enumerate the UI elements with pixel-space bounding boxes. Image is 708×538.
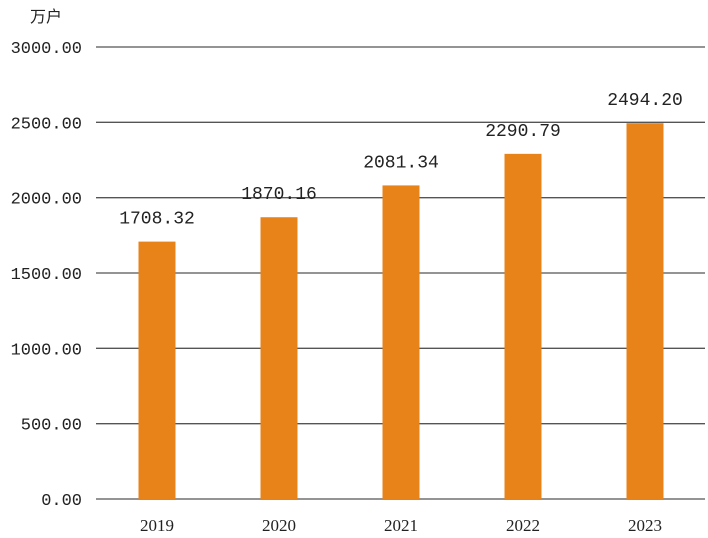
x-axis-category-labels: 2019 2020 2021 2022 2023 — [140, 516, 662, 535]
y-tick-label: 2000.00 — [11, 191, 82, 210]
y-axis-tick-labels: 0.00 500.00 1000.00 1500.00 2000.00 2500.00 30… — [11, 40, 82, 511]
y-tick-label: 500.00 — [21, 417, 82, 436]
y-tick-label: 3000.00 — [11, 40, 82, 59]
data-label-2022: 2290.79 — [485, 122, 561, 142]
data-label-2023: 2494.20 — [607, 91, 683, 111]
bar-2022 — [504, 153, 542, 499]
data-label-2020: 1870.16 — [241, 185, 317, 205]
bars — [138, 123, 664, 500]
y-axis-unit-label: 万户 — [30, 7, 62, 26]
y-tick-label: 1000.00 — [11, 341, 82, 360]
bar-2023 — [626, 123, 664, 499]
data-label-2019: 1708.32 — [119, 210, 195, 230]
x-category-label-2019: 2019 — [140, 516, 174, 535]
y-tick-label: 1500.00 — [11, 266, 82, 285]
x-category-label-2021: 2021 — [384, 516, 418, 535]
bar-2020 — [260, 217, 298, 499]
bar-2019 — [138, 241, 176, 500]
data-label-2021: 2081.34 — [363, 153, 439, 173]
y-tick-label: 2500.00 — [11, 115, 82, 134]
y-tick-label: 0.00 — [41, 492, 82, 511]
x-category-label-2020: 2020 — [262, 516, 296, 535]
data-labels: 1708.32 1870.16 2081.34 2290.79 2494.20 — [119, 91, 683, 229]
x-category-label-2023: 2023 — [628, 516, 662, 535]
bar-2021 — [382, 185, 420, 499]
x-category-label-2022: 2022 — [506, 516, 540, 535]
